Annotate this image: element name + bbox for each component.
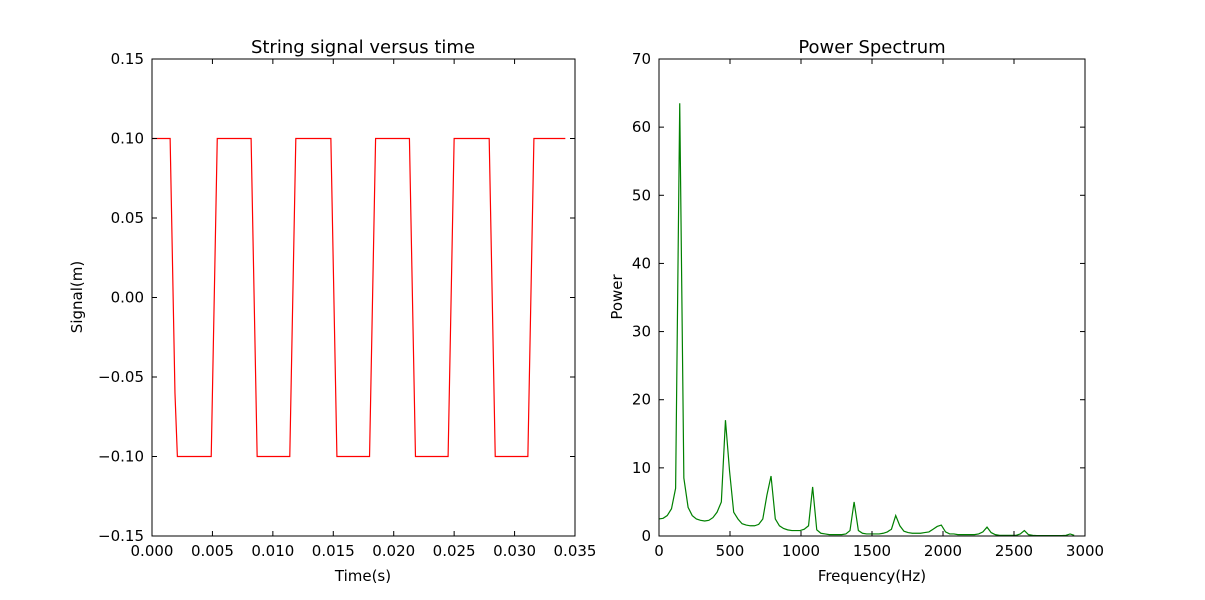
signal-ytick-label: −0.15 [98, 527, 144, 545]
spectrum-series-line-0 [659, 103, 1075, 536]
spectrum-xtick-label: 500 [716, 542, 745, 560]
signal-ytick-label: 0.05 [111, 209, 144, 227]
signal-ytick-label: 0.00 [111, 289, 144, 307]
signal-xtick-label: 0.010 [251, 542, 294, 560]
signal-series-line-0 [152, 137, 566, 458]
spectrum-chart-ylabel: Power [608, 273, 626, 319]
signal-xtick-label: 0.000 [131, 542, 174, 560]
signal-ytick-label: 0.10 [111, 130, 144, 148]
spectrum-ytick-label: 70 [632, 50, 651, 68]
spectrum-xtick-label: 1000 [782, 542, 820, 560]
spectrum-xtick-label: 1500 [853, 542, 891, 560]
signal-xtick-label: 0.035 [554, 542, 597, 560]
signal-chart-ylabel: Signal(m) [68, 261, 86, 333]
spectrum-ytick-label: 40 [632, 254, 651, 272]
spectrum-ytick-label: 0 [641, 527, 651, 545]
signal-chart-xlabel: Time(s) [334, 567, 391, 585]
spectrum-ytick-label: 50 [632, 186, 651, 204]
signal-chart: String signal versus time Time(s) Signal… [68, 37, 596, 585]
spectrum-ytick-label: 30 [632, 323, 651, 341]
spectrum-xtick-label: 0 [654, 542, 664, 560]
spectrum-ytick-label: 60 [632, 118, 651, 136]
signal-chart-title: String signal versus time [251, 37, 475, 58]
spectrum-ytick-label: 10 [632, 459, 651, 477]
spectrum-xtick-label: 3000 [1066, 542, 1104, 560]
power-spectrum-chart: Power Spectrum Frequency(Hz) Power 0 500 1… [608, 37, 1104, 585]
spectrum-xtick-label: 2000 [924, 542, 962, 560]
signal-xtick-label: 0.030 [493, 542, 536, 560]
signal-xtick-label: 0.020 [372, 542, 415, 560]
signal-plot-frame [151, 58, 576, 537]
signal-xtick-label: 0.005 [191, 542, 234, 560]
signal-ytick-label: −0.05 [98, 368, 144, 386]
signal-ytick-label: 0.15 [111, 50, 144, 68]
signal-xtick-label: 0.025 [433, 542, 476, 560]
spectrum-chart-title: Power Spectrum [798, 37, 945, 58]
signal-xtick-label: 0.015 [312, 542, 355, 560]
spectrum-ytick-label: 20 [632, 391, 651, 409]
spectrum-chart-xlabel: Frequency(Hz) [818, 567, 926, 585]
spectrum-xtick-label: 2500 [995, 542, 1033, 560]
signal-ytick-label: −0.10 [98, 448, 144, 466]
